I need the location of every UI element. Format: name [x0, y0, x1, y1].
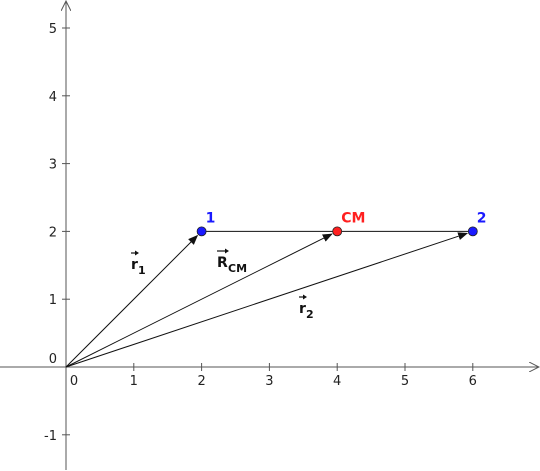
y-tick-label: 3 — [49, 158, 57, 173]
point-p2 — [467, 226, 478, 237]
y-tick-label: 5 — [49, 22, 57, 37]
x-tick-label: 2 — [197, 374, 205, 389]
point-label-p1: 1 — [206, 210, 216, 226]
vector-labels: r 1 R CMr 2 — [131, 248, 314, 321]
vector-r2 — [65, 232, 469, 368]
point-label-cm: CM — [341, 210, 365, 226]
y-tick-label: 0 — [49, 352, 57, 367]
mass-points: 1 CM 2 — [196, 210, 487, 237]
vector-overarrow-head — [303, 294, 307, 300]
vector-overarrow-head — [225, 248, 229, 254]
x-tick-label: 0 — [70, 374, 78, 389]
vector-r1 — [65, 234, 199, 368]
y-tick-label: -1 — [44, 429, 57, 444]
x-tick-label: 5 — [401, 374, 409, 389]
position-vectors — [65, 232, 469, 368]
y-tick-label: 1 — [49, 293, 57, 308]
vector-symbol: r — [131, 257, 138, 273]
vector-rcm — [65, 233, 333, 368]
x-tick-label: 1 — [130, 374, 138, 389]
x-tick-label: 6 — [469, 374, 477, 389]
vector-label-rcm: R CM — [217, 248, 247, 275]
vector-subscript: 1 — [138, 264, 146, 277]
x-tick-label: 4 — [333, 374, 341, 389]
y-tick-label: 2 — [49, 225, 57, 240]
point-p1 — [196, 226, 207, 237]
point-label-p2: 2 — [477, 210, 487, 226]
point-cm — [332, 226, 343, 237]
vector-subscript: 2 — [306, 308, 314, 321]
tick-labels: 0 1 2 3 4 5 6 -1 0 1 2 3 4 5 — [44, 22, 477, 444]
x-tick-label: 3 — [265, 374, 273, 389]
vector-subscript: CM — [228, 262, 247, 275]
y-tick-label: 4 — [49, 90, 57, 105]
vector-overarrow-head — [135, 250, 139, 256]
vector-symbol: r — [299, 301, 306, 317]
vector-symbol: R — [217, 255, 228, 271]
